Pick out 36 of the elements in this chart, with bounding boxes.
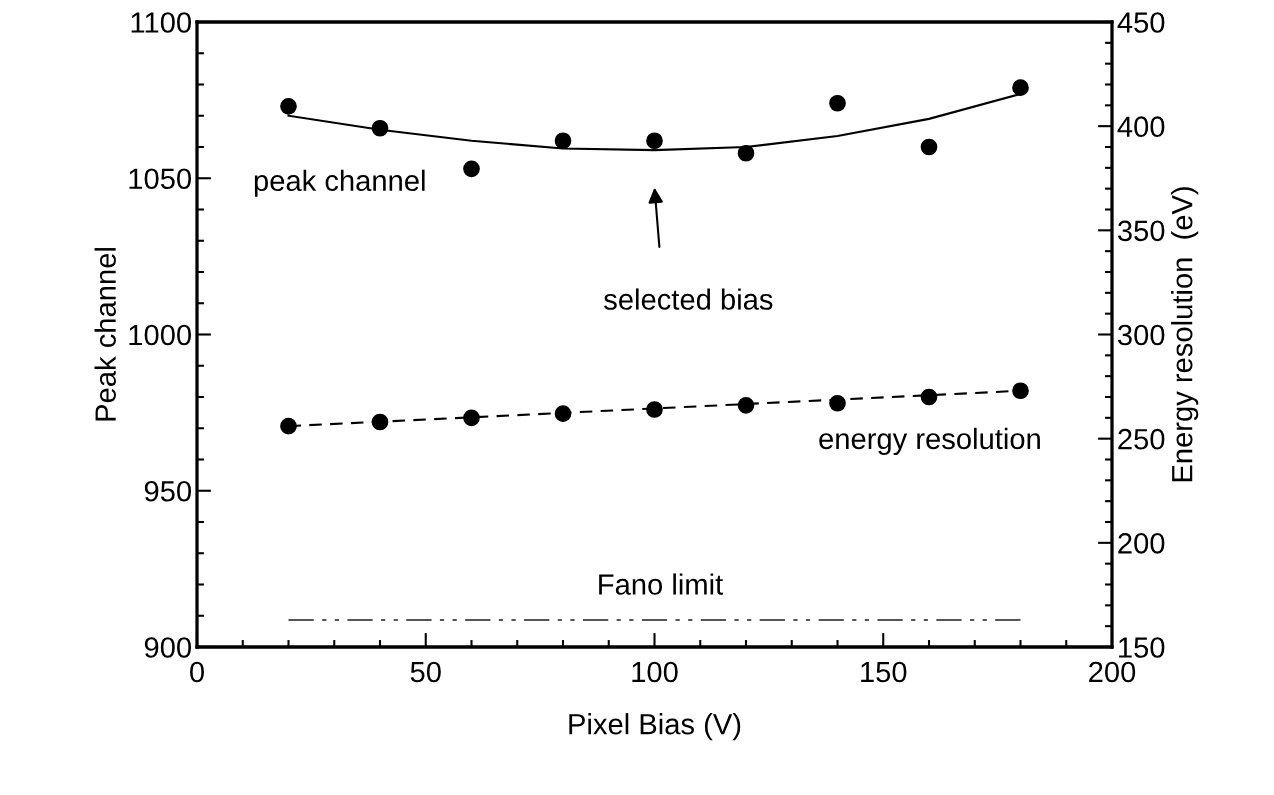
- x-tick-label: 150: [861, 661, 907, 683]
- y-tick-label: 1050: [129, 168, 191, 190]
- y2-tick-label: 200: [1118, 533, 1165, 554]
- x-tick-label: 0: [190, 661, 204, 683]
- point: [280, 98, 297, 115]
- y-tick-label: 900: [144, 637, 191, 658]
- point: [463, 160, 480, 178]
- annotation: peak channel: [254, 169, 425, 197]
- x-tick-label: 100: [632, 661, 678, 683]
- y-tick-label: 1100: [131, 12, 191, 33]
- x-tick-label: 50: [410, 661, 441, 683]
- point: [463, 409, 480, 427]
- annotation: selected bias: [604, 288, 773, 310]
- y-axis-title: Peak channel: [94, 248, 116, 421]
- point: [554, 132, 572, 150]
- point: [829, 94, 846, 112]
- y-tick-label: 950: [144, 480, 191, 502]
- point: [737, 396, 755, 414]
- x-axis-title: Pixel Bias (V): [569, 713, 741, 741]
- y2-tick-label: 350: [1117, 220, 1165, 242]
- point: [1012, 79, 1029, 96]
- y2-tick-label: 450: [1117, 12, 1165, 33]
- y-tick-label: 1000: [129, 324, 191, 346]
- point: [646, 132, 663, 150]
- y2-tick-label: 400: [1117, 116, 1165, 138]
- y2-tick-label: 250: [1118, 428, 1165, 450]
- y2-tick-label: 150: [1119, 637, 1165, 658]
- point: [280, 417, 297, 435]
- x-tick-label: 200: [1089, 661, 1136, 683]
- point: [920, 138, 938, 156]
- y2-axis-title: Energy resolution (eV): [1171, 187, 1199, 482]
- annotation: Fano limit: [599, 573, 723, 595]
- point: [1012, 382, 1029, 400]
- annotation: energy resolution: [819, 427, 1040, 455]
- point: [920, 388, 938, 406]
- y2-tick-label: 300: [1117, 324, 1165, 346]
